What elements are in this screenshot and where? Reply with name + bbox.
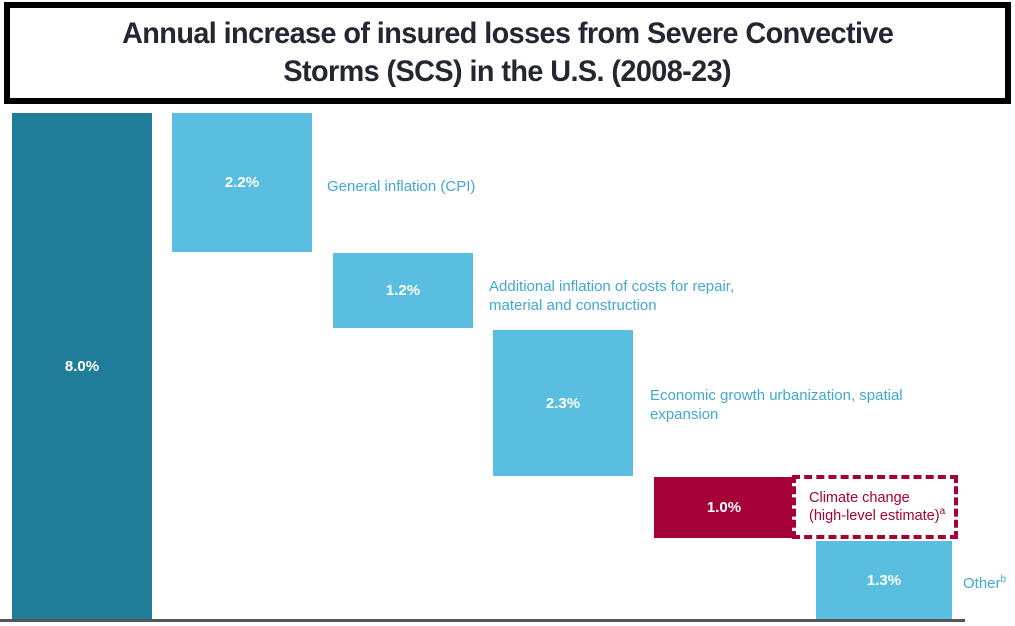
label-repair-cost-inflation: Additional inflation of costs for repair… bbox=[489, 278, 735, 314]
bar-other: 1.3% bbox=[816, 541, 952, 619]
label-climate-change-line-2-text: (high-level estimate) bbox=[809, 508, 940, 524]
label-other-text: Other bbox=[963, 575, 1001, 592]
label-other: Otherb bbox=[963, 574, 1006, 593]
bar-economic-growth-value: 2.3% bbox=[545, 394, 581, 412]
chart-title-line-1: Annual increase of insured losses from S… bbox=[121, 17, 894, 50]
bar-climate-change: 1.0% bbox=[654, 477, 794, 538]
bar-economic-growth: 2.3% bbox=[493, 330, 633, 476]
bar-total: 8.0% bbox=[12, 113, 152, 619]
chart-title-line-2: Storms (SCS) in the U.S. (2008-23) bbox=[283, 55, 732, 88]
footnote-marker-b: b bbox=[1000, 574, 1007, 585]
label-climate-change-line-2: (high-level estimate)a bbox=[809, 507, 954, 525]
bar-general-inflation-value: 2.2% bbox=[224, 174, 260, 191]
bar-repair-cost-inflation: 1.2% bbox=[333, 253, 473, 328]
climate-change-callout-box: Climate change (high-level estimate)a bbox=[792, 475, 958, 539]
chart-title-box: Annual increase of insured losses from S… bbox=[4, 2, 1011, 104]
bar-repair-cost-inflation-value: 1.2% bbox=[385, 282, 421, 299]
bar-general-inflation: 2.2% bbox=[172, 113, 312, 252]
label-economic-growth: Economic growth urbanization, spatial ex… bbox=[650, 387, 903, 423]
label-climate-change-line-1: Climate change bbox=[809, 490, 910, 506]
bar-climate-change-value: 1.0% bbox=[706, 499, 742, 516]
bar-total-value: 8.0% bbox=[64, 357, 100, 375]
bar-other-value: 1.3% bbox=[866, 571, 902, 589]
footnote-marker-a: a bbox=[939, 506, 946, 518]
x-axis-baseline bbox=[0, 619, 965, 622]
label-general-inflation: General inflation (CPI) bbox=[327, 178, 476, 195]
